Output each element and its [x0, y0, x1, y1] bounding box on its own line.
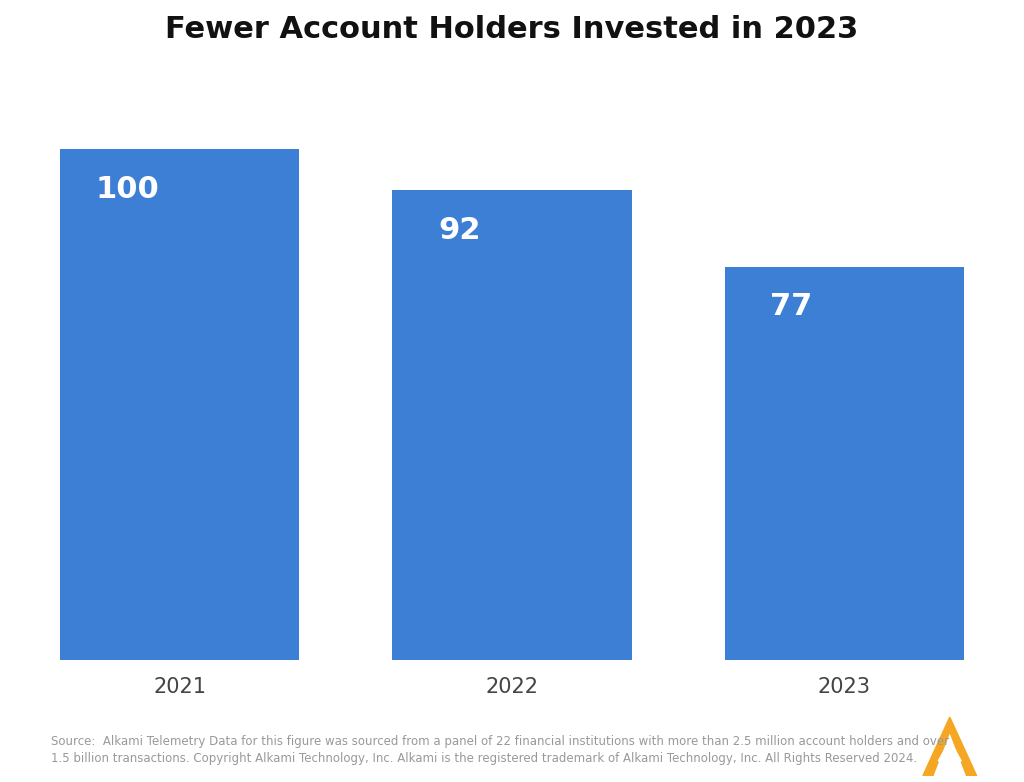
Text: 100: 100 — [95, 175, 159, 204]
Polygon shape — [923, 717, 977, 776]
Bar — [392, 190, 632, 660]
Text: 92: 92 — [438, 216, 480, 245]
Bar — [725, 267, 964, 660]
Polygon shape — [938, 741, 962, 761]
Bar — [60, 149, 299, 660]
Title: Fewer Account Holders Invested in 2023: Fewer Account Holders Invested in 2023 — [165, 15, 859, 44]
Text: Source:  Alkami Telemetry Data for this figure was sourced from a panel of 22 fi: Source: Alkami Telemetry Data for this f… — [51, 735, 949, 765]
Text: 77: 77 — [770, 292, 813, 321]
